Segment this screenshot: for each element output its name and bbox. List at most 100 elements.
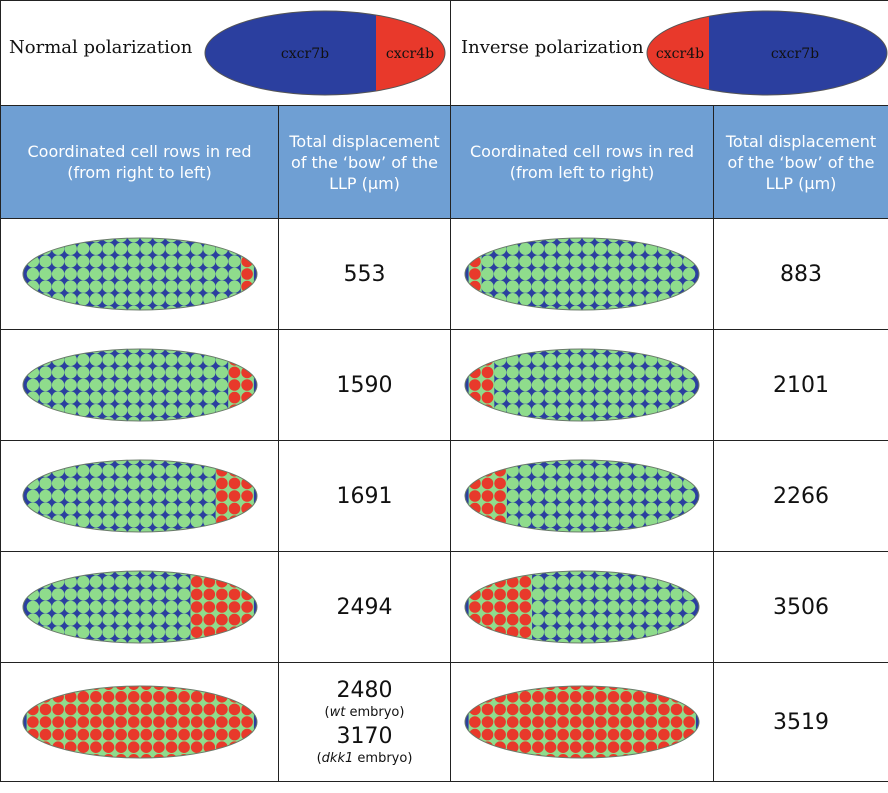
green-cell <box>619 366 633 379</box>
green-cell <box>569 515 582 528</box>
red-cell <box>494 601 506 613</box>
green-cell <box>519 502 532 515</box>
green-cell <box>619 255 633 268</box>
green-cell <box>607 489 620 503</box>
red-cell <box>481 366 494 379</box>
red-cell <box>39 686 51 690</box>
green-cell <box>101 353 115 366</box>
red-cell <box>228 490 240 502</box>
green-cell <box>619 391 633 404</box>
green-cell <box>152 267 165 281</box>
green-cell <box>657 477 671 490</box>
green-cell <box>76 267 89 281</box>
green-cell <box>594 515 608 528</box>
red-cell <box>89 691 102 703</box>
table-row: 1590 2101 <box>0 329 888 441</box>
green-cell <box>594 527 608 532</box>
red-cell <box>481 417 494 421</box>
red-cell <box>557 741 569 753</box>
green-cell <box>632 391 645 404</box>
green-cell <box>164 613 178 626</box>
green-cell <box>657 638 671 643</box>
green-cell <box>177 575 190 588</box>
green-cell <box>202 460 216 465</box>
green-cell <box>632 515 645 528</box>
green-cell <box>101 293 115 306</box>
green-cell <box>202 527 216 532</box>
green-cell <box>645 600 658 614</box>
red-cell <box>658 716 670 728</box>
green-cell <box>152 588 165 601</box>
green-cell <box>670 477 683 490</box>
red-cell <box>582 703 595 716</box>
red-cell <box>240 349 253 353</box>
red-cell <box>165 728 177 741</box>
red-cell <box>494 754 506 758</box>
green-cell <box>569 588 582 601</box>
red-cell <box>494 477 506 490</box>
green-cell <box>139 638 153 643</box>
green-cell <box>569 305 582 310</box>
red-cell <box>506 703 519 716</box>
normal-ellipse-cell <box>0 551 279 663</box>
red-cell <box>519 588 532 601</box>
green-cell <box>51 477 64 490</box>
green-cell <box>556 255 570 268</box>
red-cell <box>481 588 494 601</box>
cxcr4b-label: cxcr4b <box>656 46 704 62</box>
red-cell <box>519 728 532 741</box>
green-cell <box>645 255 658 268</box>
green-cell <box>139 489 152 503</box>
green-cell <box>556 477 570 490</box>
green-cell <box>152 366 165 379</box>
green-cell <box>64 571 77 576</box>
red-cell <box>481 686 494 690</box>
red-cell <box>632 754 645 758</box>
red-cell <box>620 716 632 728</box>
red-cell <box>102 716 114 728</box>
table-row: 2494 3506 <box>0 551 888 663</box>
green-cell <box>632 588 645 601</box>
green-cell <box>544 404 557 417</box>
red-cell <box>165 691 177 703</box>
green-cell <box>619 280 633 293</box>
green-cell <box>569 404 582 417</box>
green-cell <box>202 349 216 354</box>
red-cell <box>240 354 253 366</box>
green-cell <box>127 353 140 366</box>
green-cell <box>215 349 228 354</box>
green-cell <box>569 391 582 404</box>
green-cell <box>645 238 658 243</box>
green-cell <box>594 502 608 515</box>
green-cell <box>632 242 645 255</box>
red-cell <box>469 293 481 305</box>
normal-ellipse-cell <box>0 440 279 552</box>
green-cell <box>190 366 203 379</box>
red-cell <box>190 571 202 575</box>
red-cell <box>670 728 683 741</box>
green-cell <box>164 378 178 392</box>
green-cell <box>582 305 595 310</box>
red-cell <box>77 754 89 758</box>
green-cell <box>127 477 140 490</box>
green-cell <box>632 255 645 268</box>
green-cell <box>619 575 633 588</box>
red-cell <box>240 741 253 753</box>
red-cell <box>506 754 519 758</box>
green-cell <box>139 305 153 310</box>
green-cell <box>51 238 64 243</box>
green-cell <box>670 460 683 465</box>
green-cell <box>76 600 89 614</box>
green-cell <box>51 366 64 379</box>
green-cell <box>657 502 671 515</box>
green-cell <box>594 575 608 588</box>
red-cell <box>544 741 557 753</box>
green-cell <box>607 404 620 417</box>
green-cell <box>164 242 178 255</box>
green-cell <box>177 353 190 366</box>
green-cell <box>202 416 216 421</box>
green-cell <box>582 477 595 490</box>
red-cell <box>89 716 102 728</box>
green-cell <box>139 477 152 490</box>
green-cell <box>657 305 671 310</box>
